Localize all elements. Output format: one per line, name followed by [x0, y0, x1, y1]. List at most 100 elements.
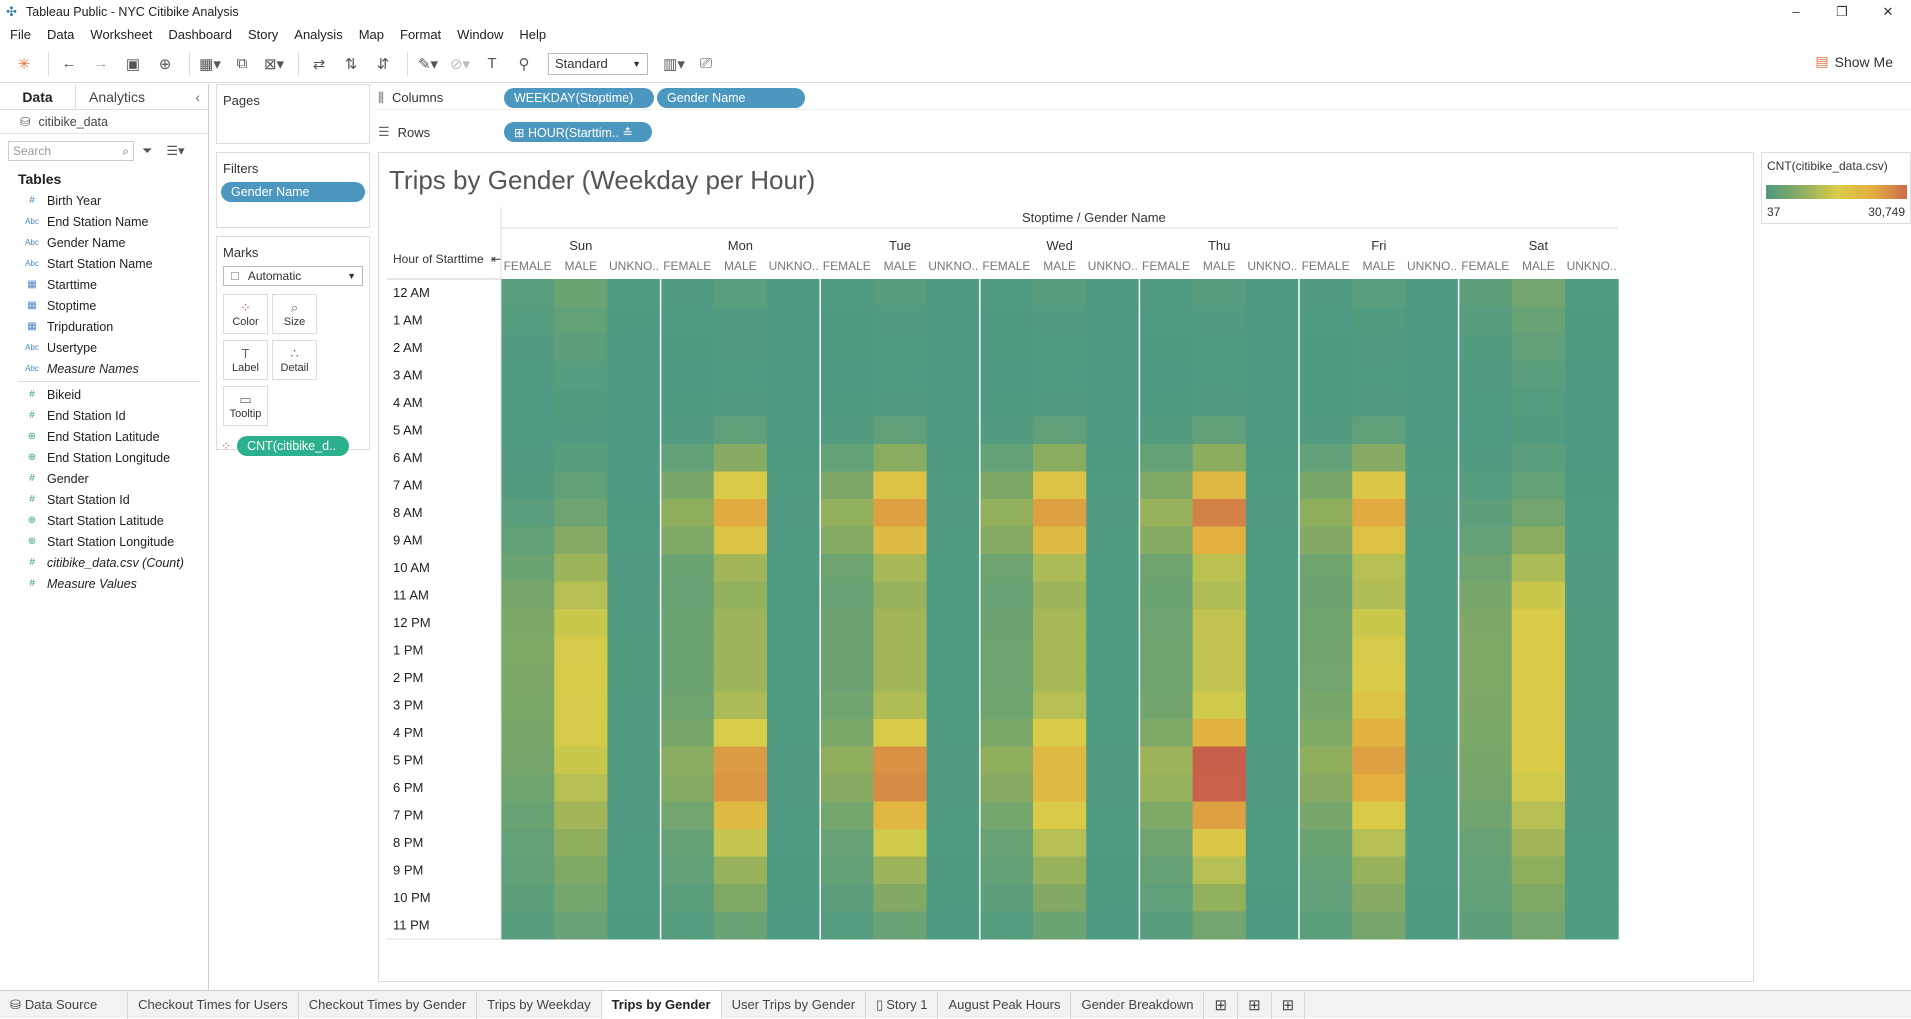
- heatmap-cell[interactable]: [820, 691, 874, 720]
- menu-file[interactable]: File: [10, 26, 31, 42]
- heatmap-cell[interactable]: [660, 389, 715, 417]
- heatmap-cell[interactable]: [607, 279, 662, 307]
- heatmap-cell[interactable]: [1352, 279, 1406, 307]
- heatmap-cell[interactable]: [1086, 306, 1140, 335]
- heatmap-cell[interactable]: [1405, 389, 1460, 417]
- heatmap-cell[interactable]: [607, 471, 662, 500]
- heatmap-cell[interactable]: [979, 581, 1034, 610]
- heatmap-cell[interactable]: [926, 609, 981, 637]
- heatmap-cell[interactable]: [607, 361, 662, 390]
- heatmap-cell[interactable]: [1192, 691, 1247, 720]
- heatmap-cell[interactable]: [1405, 554, 1460, 582]
- heatmap-cell[interactable]: [1511, 774, 1566, 802]
- heatmap-cell[interactable]: [820, 856, 874, 885]
- heatmap-cell[interactable]: [873, 334, 928, 362]
- filter-fields-icon[interactable]: ⏷: [142, 143, 153, 158]
- field-item[interactable]: Abc Start Station Name: [0, 253, 208, 274]
- heatmap-cell[interactable]: [501, 499, 555, 527]
- heatmap-cell[interactable]: [1245, 499, 1300, 527]
- heatmap-cell[interactable]: [1565, 609, 1619, 637]
- heatmap-cell[interactable]: [1245, 444, 1300, 472]
- heatmap-cell[interactable]: [1565, 719, 1619, 747]
- new-dashboard-tab-icon[interactable]: ⊞: [1238, 990, 1272, 1019]
- heatmap-cell[interactable]: [1511, 471, 1566, 500]
- heatmap-cell[interactable]: [607, 334, 662, 362]
- heatmap-cell[interactable]: [820, 279, 874, 307]
- heatmap-cell[interactable]: [926, 691, 981, 720]
- heatmap-cell[interactable]: [1033, 856, 1087, 885]
- heatmap-cell[interactable]: [1245, 334, 1300, 362]
- heatmap-cell[interactable]: [1245, 856, 1300, 885]
- heatmap-cell[interactable]: [660, 499, 715, 527]
- heatmap-cell[interactable]: [607, 664, 662, 692]
- heatmap-cell[interactable]: [820, 829, 874, 857]
- heatmap-cell[interactable]: [767, 801, 821, 830]
- heatmap-cell[interactable]: [1565, 829, 1619, 857]
- heatmap-cell[interactable]: [1565, 581, 1619, 610]
- heatmap-cell[interactable]: [1458, 554, 1513, 582]
- heatmap-cell[interactable]: [873, 554, 928, 582]
- heatmap-cell[interactable]: [767, 416, 821, 445]
- heatmap-cell[interactable]: [1245, 471, 1300, 500]
- heatmap-cell[interactable]: [979, 471, 1034, 500]
- heatmap-cell[interactable]: [1458, 719, 1513, 747]
- heatmap-cell[interactable]: [1139, 416, 1194, 445]
- heatmap-cell[interactable]: [926, 416, 981, 445]
- heatmap-cell[interactable]: [1033, 801, 1087, 830]
- heatmap-cell[interactable]: [1405, 526, 1460, 555]
- heatmap-cell[interactable]: [1458, 911, 1513, 940]
- heatmap-cell[interactable]: [820, 911, 874, 940]
- heatmap-cell[interactable]: [979, 884, 1034, 912]
- heatmap-cell[interactable]: [1033, 526, 1087, 555]
- heatmap-cell[interactable]: [926, 746, 981, 775]
- heatmap-cell[interactable]: [660, 416, 715, 445]
- heatmap-cell[interactable]: [501, 471, 555, 500]
- heatmap-cell[interactable]: [607, 416, 662, 445]
- new-story-tab-icon[interactable]: ⊞: [1272, 990, 1306, 1019]
- heatmap-cell[interactable]: [1565, 416, 1619, 445]
- heatmap-cell[interactable]: [1352, 361, 1406, 390]
- heatmap-cell[interactable]: [926, 856, 981, 885]
- heatmap-cell[interactable]: [501, 554, 555, 582]
- heatmap-cell[interactable]: [660, 774, 715, 802]
- heatmap-cell[interactable]: [1192, 746, 1247, 775]
- heatmap-cell[interactable]: [1511, 719, 1566, 747]
- heatmap-cell[interactable]: [713, 691, 768, 720]
- heatmap-cell[interactable]: [1086, 746, 1140, 775]
- heatmap-cell[interactable]: [607, 746, 662, 775]
- heatmap-cell[interactable]: [501, 829, 555, 857]
- heatmap-cell[interactable]: [1086, 526, 1140, 555]
- search-input[interactable]: Search ⌕: [8, 141, 134, 161]
- heatmap-cell[interactable]: [1245, 609, 1300, 637]
- heatmap-cell[interactable]: [1511, 499, 1566, 527]
- heatmap-cell[interactable]: [607, 499, 662, 527]
- heatmap-cell[interactable]: [767, 554, 821, 582]
- heatmap-cell[interactable]: [1511, 609, 1566, 637]
- heatmap-cell[interactable]: [713, 526, 768, 555]
- heatmap-cell[interactable]: [873, 884, 928, 912]
- heatmap-cell[interactable]: [501, 664, 555, 692]
- heatmap-cell[interactable]: [926, 361, 981, 390]
- columns-pill-gender[interactable]: Gender Name: [657, 87, 805, 108]
- heatmap-cell[interactable]: [713, 444, 768, 472]
- menu-worksheet[interactable]: Worksheet: [90, 26, 153, 42]
- heatmap-cell[interactable]: [926, 719, 981, 747]
- heatmap-cell[interactable]: [1245, 719, 1300, 747]
- heatmap-cell[interactable]: [873, 416, 928, 445]
- heatmap-cell[interactable]: [1352, 444, 1406, 472]
- sheet-tab[interactable]: User Trips by Gender: [722, 990, 867, 1019]
- heatmap-cell[interactable]: [979, 829, 1034, 857]
- heatmap-cell[interactable]: [713, 664, 768, 692]
- heatmap-cell[interactable]: [713, 306, 768, 335]
- heatmap-cell[interactable]: [1245, 389, 1300, 417]
- heatmap-cell[interactable]: [713, 361, 768, 390]
- heatmap-cell[interactable]: [1139, 691, 1194, 720]
- heatmap-cell[interactable]: [1458, 829, 1513, 857]
- heatmap-cell[interactable]: [1565, 664, 1619, 692]
- fit-select[interactable]: Standard ▼: [548, 52, 648, 75]
- heatmap-cell[interactable]: [873, 829, 928, 857]
- heatmap-cell[interactable]: [607, 526, 662, 555]
- field-item[interactable]: ▦ Starttime: [0, 274, 208, 295]
- heatmap-cell[interactable]: [873, 856, 928, 885]
- heatmap-cell[interactable]: [660, 334, 715, 362]
